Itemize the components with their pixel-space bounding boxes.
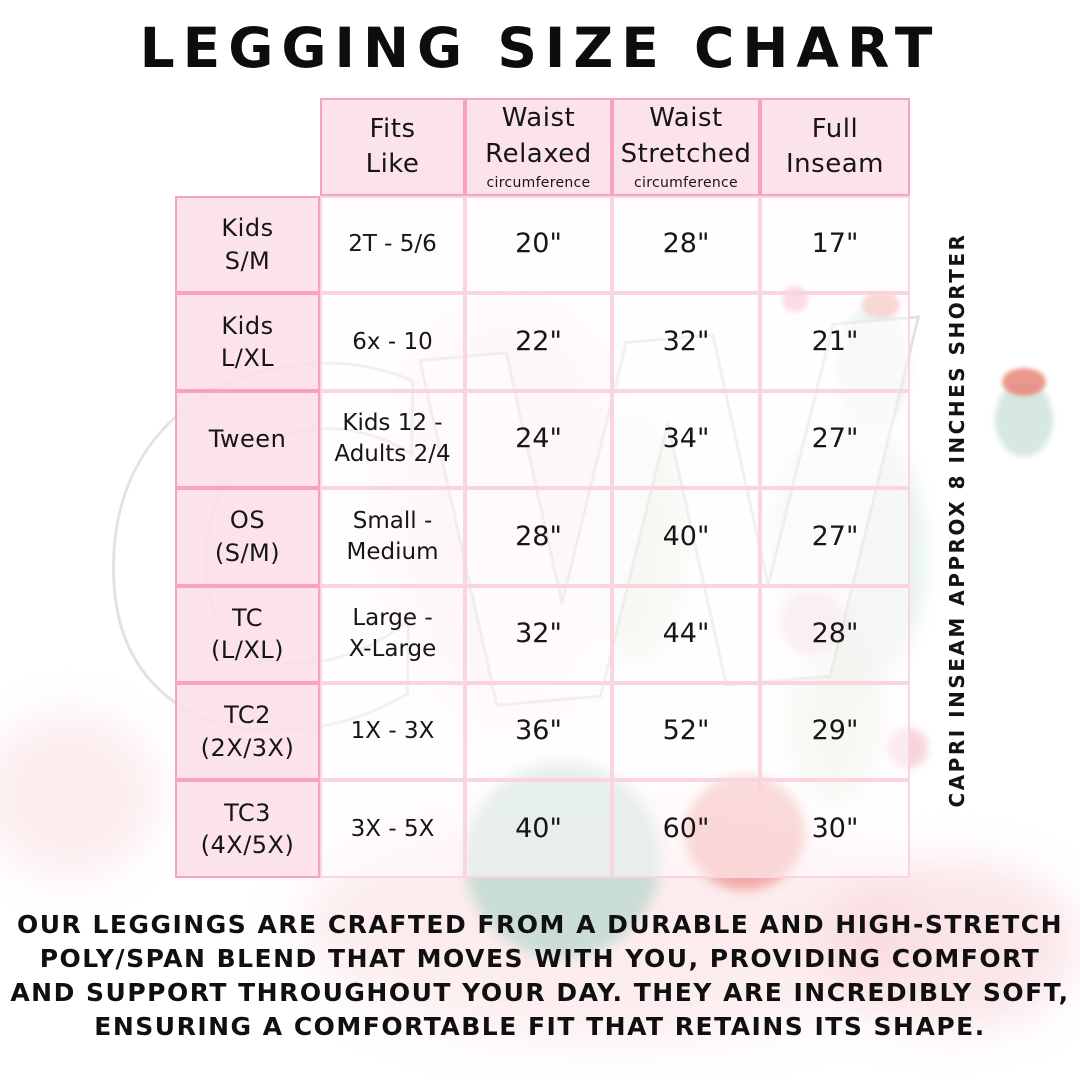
page-title: LEGGING SIZE CHART — [139, 16, 941, 80]
table-cell: 52" — [612, 682, 760, 781]
description-line: AND SUPPORT THROUGHOUT YOUR DAY. THEY AR… — [10, 978, 1070, 1007]
table-corner-cell — [175, 98, 320, 196]
table-cell: 22" — [465, 293, 612, 391]
header-sublabel: circumference — [486, 174, 591, 191]
header-full-inseam: Full Inseam — [760, 98, 910, 196]
cactus-green-blob — [995, 382, 1053, 457]
table-cell: 1X - 3X — [320, 682, 465, 781]
table-cell: 36" — [465, 682, 612, 781]
row-label-tc: TC (L/XL) — [175, 585, 320, 683]
table-cell: 3X - 5X — [320, 780, 465, 878]
header-label: Full Inseam — [786, 113, 884, 179]
header-sublabel: circumference — [634, 174, 738, 191]
pink-wash-blob — [0, 710, 160, 880]
header-label: Waist Stretched — [620, 103, 752, 169]
table-cell: 29" — [760, 682, 910, 781]
row-label-kids-sm: Kids S/M — [175, 196, 320, 294]
product-description: OUR LEGGINGS ARE CRAFTED FROM A DURABLE … — [0, 908, 1080, 1044]
table-cell: 6x - 10 — [320, 293, 465, 391]
row-label-os: OS (S/M) — [175, 488, 320, 586]
table-cell: Small - Medium — [320, 488, 465, 586]
row-label-tween: Tween — [175, 390, 320, 489]
table-cell: 2T - 5/6 — [320, 196, 465, 294]
table-cell: 28" — [465, 488, 612, 586]
table-cell: 32" — [612, 293, 760, 391]
row-label-tc3: TC3 (4X/5X) — [175, 780, 320, 878]
description-line: POLY/SPAN BLEND THAT MOVES WITH YOU, PRO… — [39, 944, 1041, 973]
table-cell: Large - X-Large — [320, 585, 465, 683]
size-table: Fits Like Waist Relaxed circumference Wa… — [175, 98, 910, 878]
table-cell: 24" — [465, 390, 612, 489]
table-cell: 34" — [612, 390, 760, 489]
table-cell: 32" — [465, 585, 612, 683]
capri-inseam-note: CAPRI INSEAM APPROX 8 INCHES SHORTER — [945, 232, 969, 808]
header-waist-stretched: Waist Stretched circumference — [612, 98, 760, 196]
row-label-tc2: TC2 (2X/3X) — [175, 682, 320, 781]
flower-red-dot — [1002, 368, 1046, 396]
description-line: ENSURING A COMFORTABLE FIT THAT RETAINS … — [94, 1012, 986, 1041]
table-cell: 44" — [612, 585, 760, 683]
table-cell: 27" — [760, 488, 910, 586]
header-label: Fits Like — [365, 113, 420, 179]
table-cell: 28" — [612, 196, 760, 294]
table-cell: 40" — [465, 780, 612, 878]
header-waist-relaxed: Waist Relaxed circumference — [465, 98, 612, 196]
table-cell: 20" — [465, 196, 612, 294]
table-cell: Kids 12 - Adults 2/4 — [320, 390, 465, 489]
table-cell: 28" — [760, 585, 910, 683]
table-cell: 30" — [760, 780, 910, 878]
header-label: Waist Relaxed — [485, 103, 592, 169]
table-cell: 40" — [612, 488, 760, 586]
table-cell: 27" — [760, 390, 910, 489]
table-cell: 17" — [760, 196, 910, 294]
row-label-kids-lxl: Kids L/XL — [175, 293, 320, 391]
table-cell: 21" — [760, 293, 910, 391]
header-fits-like: Fits Like — [320, 98, 465, 196]
description-line: OUR LEGGINGS ARE CRAFTED FROM A DURABLE … — [16, 910, 1064, 939]
table-cell: 60" — [612, 780, 760, 878]
